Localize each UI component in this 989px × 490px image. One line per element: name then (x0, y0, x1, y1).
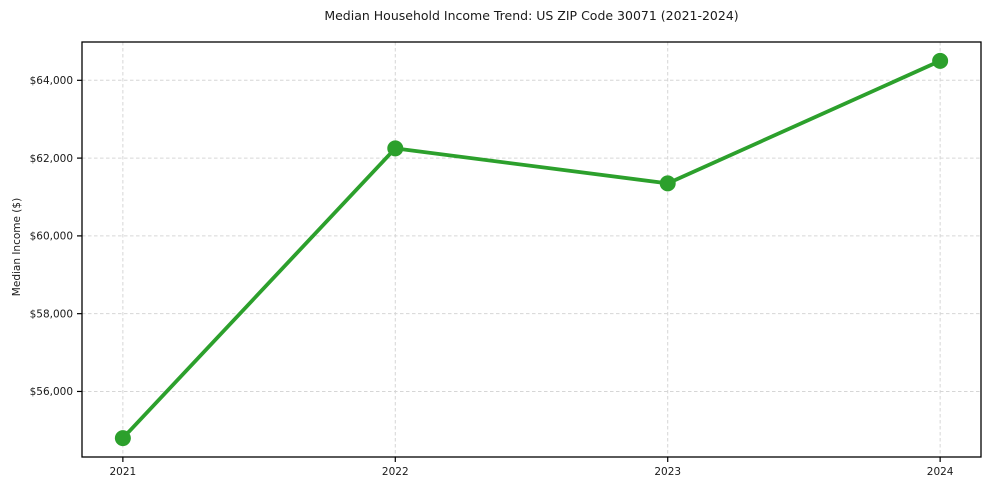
x-tick-label: 2021 (109, 466, 136, 478)
y-tick-label: $62,000 (30, 153, 73, 165)
x-tick-label: 2023 (654, 466, 681, 478)
chart-title: Median Household Income Trend: US ZIP Co… (324, 8, 739, 23)
data-point-2022 (387, 140, 404, 157)
y-tick-label: $58,000 (30, 308, 73, 320)
x-tick-label: 2024 (927, 466, 954, 478)
data-point-2024 (932, 52, 949, 69)
data-point-2023 (659, 175, 676, 192)
y-tick-label: $56,000 (30, 386, 73, 398)
x-tick-label: 2022 (382, 466, 409, 478)
y-tick-label: $60,000 (30, 231, 73, 243)
y-tick-label: $64,000 (30, 75, 73, 87)
data-point-2021 (114, 430, 131, 447)
trend-line (120, 58, 943, 441)
axes-spines (81, 41, 982, 458)
